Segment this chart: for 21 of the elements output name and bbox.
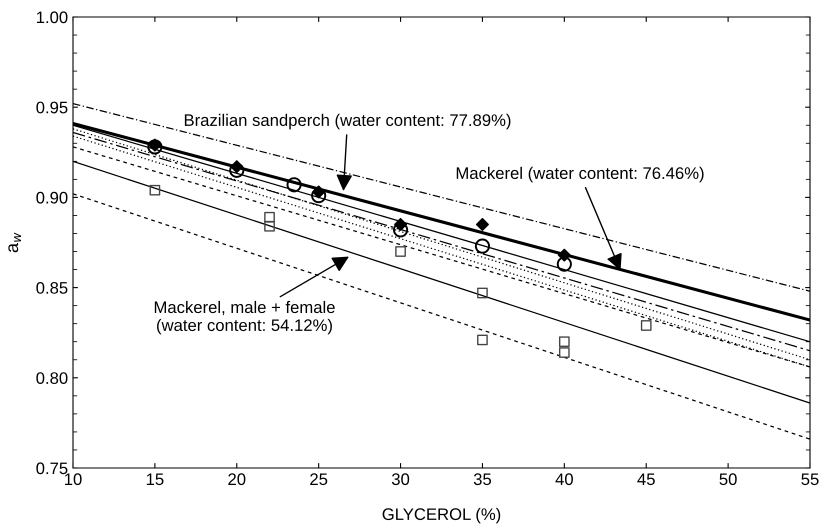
x-tick-label: 30 bbox=[392, 473, 410, 486]
y-tick-label: 1.00 bbox=[36, 11, 68, 24]
y-tick-label: 0.80 bbox=[36, 372, 68, 384]
x-tick-label: 50 bbox=[720, 473, 737, 486]
x-tick-label: 20 bbox=[228, 473, 246, 486]
annotation: Mackerel (water content: 76.46%) bbox=[456, 166, 704, 182]
x-tick-label: 15 bbox=[146, 473, 164, 486]
x-tick-label: 35 bbox=[474, 473, 492, 486]
x-tick-label: 55 bbox=[801, 473, 819, 486]
y-tick-label: 0.90 bbox=[36, 192, 68, 204]
y-axis-title: a$_{w}$ bbox=[8, 232, 21, 252]
y-tick-label: 0.95 bbox=[36, 102, 68, 114]
annotation: Brazilian sandperch (water content: 77.89%) bbox=[184, 114, 510, 130]
x-tick-label: 25 bbox=[310, 473, 328, 486]
x-tick-label: 10 bbox=[65, 473, 82, 486]
y-tick-label: 0.75 bbox=[36, 462, 68, 474]
x-axis-title: GLYCEROL (%) bbox=[382, 508, 500, 524]
x-tick-label: 40 bbox=[555, 473, 573, 486]
y-tick-label: 0.85 bbox=[36, 282, 68, 294]
x-tick-label: 45 bbox=[637, 473, 655, 486]
annotation: Mackerel, male + female (water content: 54.12%) bbox=[154, 300, 335, 334]
